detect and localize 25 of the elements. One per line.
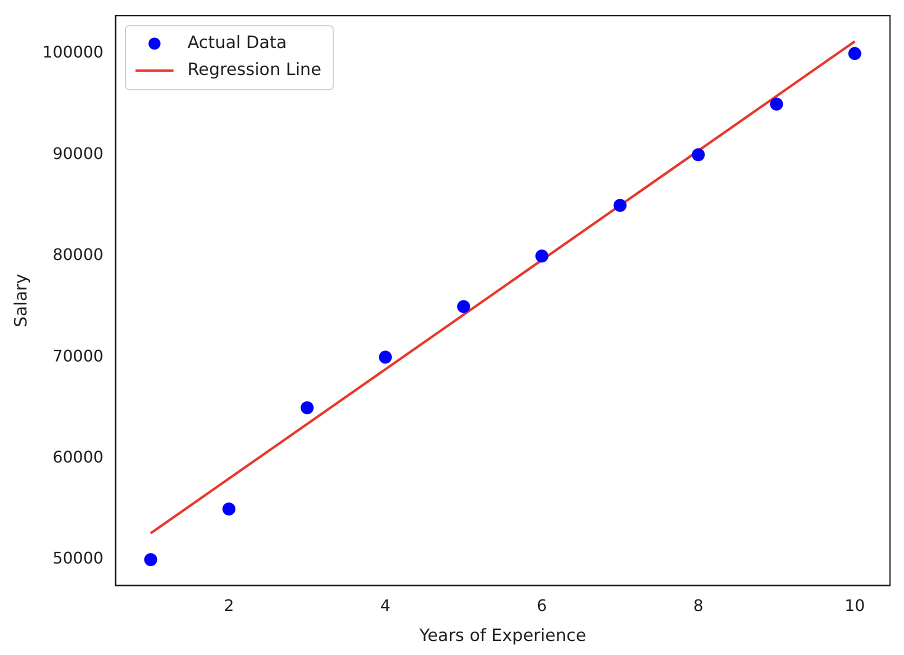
point <box>848 47 862 60</box>
x-tick-label: 6 <box>536 596 547 616</box>
point <box>770 98 784 111</box>
point <box>614 198 627 212</box>
point <box>222 502 236 516</box>
x-tick-label: 4 <box>380 596 390 616</box>
point <box>378 350 392 364</box>
point <box>457 300 470 314</box>
y-tick-label: 80000 <box>52 245 104 264</box>
x-tick-label: 8 <box>693 596 704 616</box>
x-tick-label: 10 <box>844 596 865 616</box>
y-axis-title: Salary <box>12 274 32 328</box>
y-tick-label: 50000 <box>52 548 104 568</box>
x-tick-label: 2 <box>224 596 234 616</box>
legend-label: Actual Data <box>187 33 287 54</box>
point <box>300 401 314 414</box>
point <box>144 553 158 566</box>
y-tick-label: 60000 <box>52 448 104 467</box>
point <box>692 148 705 162</box>
y-tick-label: 70000 <box>52 346 104 366</box>
legend-label: Regression Line <box>187 60 322 80</box>
y-tick-label: 90000 <box>52 144 104 163</box>
x-axis-title: Years of Experience <box>418 626 586 646</box>
point <box>535 249 548 262</box>
y-tick-label: 100000 <box>42 42 104 62</box>
